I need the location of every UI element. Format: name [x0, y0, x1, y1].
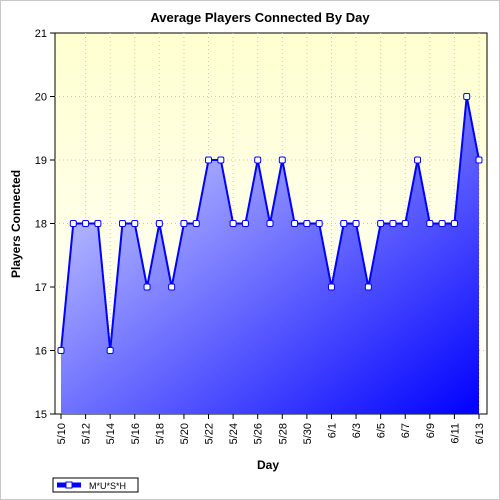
data-point-marker [192, 220, 200, 227]
data-point-marker [303, 220, 311, 227]
x-tick-label: 5/22 [204, 423, 216, 444]
data-point-marker [229, 220, 237, 227]
data-point-marker [205, 156, 213, 164]
area-fill-layer [61, 96, 479, 414]
data-point-marker [389, 220, 397, 227]
data-point-marker [168, 283, 176, 291]
data-point-marker [364, 283, 372, 291]
data-point-marker [278, 156, 286, 164]
y-tick-label: 19 [35, 155, 47, 167]
x-tick-label: 5/24 [228, 423, 240, 444]
x-tick-label: 5/30 [302, 423, 314, 444]
x-axis: 5/10 5/12 5/14 5/16 5/18 5/20 5/22 5/24 5/26 5/28… [56, 414, 486, 444]
x-tick-label: 5/10 [56, 423, 68, 444]
data-point-marker [131, 220, 139, 227]
y-tick-label: 15 [35, 409, 47, 421]
x-tick-label: 5/14 [105, 423, 117, 444]
data-point-marker [340, 220, 348, 227]
y-tick-label: 20 [35, 92, 47, 104]
data-point-marker [426, 220, 434, 227]
data-point-marker [254, 156, 262, 164]
x-axis-title: Day [257, 458, 279, 472]
data-point-marker [401, 220, 409, 227]
chart-title: Average Players Connected By Day [150, 10, 370, 25]
x-tick-label: 6/1 [326, 423, 338, 438]
data-point-marker [327, 283, 335, 291]
data-point-marker [217, 156, 225, 164]
y-axis-title: Players Connected [9, 170, 23, 278]
legend-box [52, 477, 139, 493]
y-tick-label: 16 [35, 346, 47, 358]
markers-layer [57, 93, 483, 354]
x-tick-label: 5/18 [154, 423, 166, 444]
data-point-marker [69, 220, 77, 227]
data-point-marker [118, 220, 126, 227]
legend-label: M*U*S*H [89, 481, 126, 491]
data-point-marker [57, 347, 65, 354]
data-point-marker [155, 220, 163, 227]
y-axis: 15 16 17 18 19 20 21 [35, 28, 55, 421]
series-area [61, 96, 479, 414]
x-tick-label: 5/12 [81, 423, 93, 444]
data-point-marker [143, 283, 151, 291]
y-tick-label: 18 [35, 219, 47, 231]
data-point-marker [291, 220, 299, 227]
data-point-marker [450, 220, 458, 227]
x-tick-label: 6/3 [351, 423, 363, 438]
x-tick-label: 5/16 [130, 423, 142, 444]
data-point-marker [94, 220, 102, 227]
legend: M*U*S*H [52, 477, 139, 493]
data-point-marker [475, 156, 483, 164]
data-point-marker [414, 156, 422, 164]
data-point-marker [315, 220, 323, 227]
data-point-marker [106, 347, 114, 354]
x-tick-label: 5/28 [277, 423, 289, 444]
y-tick-label: 21 [35, 28, 47, 40]
data-point-marker [266, 220, 274, 227]
data-point-marker [438, 220, 446, 227]
data-point-marker [241, 220, 249, 227]
x-tick-label: 6/13 [474, 423, 486, 444]
x-tick-label: 6/9 [425, 423, 437, 438]
x-tick-label: 5/20 [179, 423, 191, 444]
x-tick-label: 6/7 [400, 423, 412, 438]
x-tick-label: 5/26 [253, 423, 265, 444]
data-point-marker [352, 220, 360, 227]
data-point-marker [82, 220, 90, 227]
x-tick-label: 6/11 [449, 423, 461, 444]
legend-marker-swatch [65, 481, 73, 489]
data-point-marker [180, 220, 188, 227]
x-tick-label: 6/5 [376, 423, 388, 438]
data-point-marker [377, 220, 385, 227]
data-point-marker [463, 93, 471, 100]
y-tick-label: 17 [35, 282, 47, 294]
